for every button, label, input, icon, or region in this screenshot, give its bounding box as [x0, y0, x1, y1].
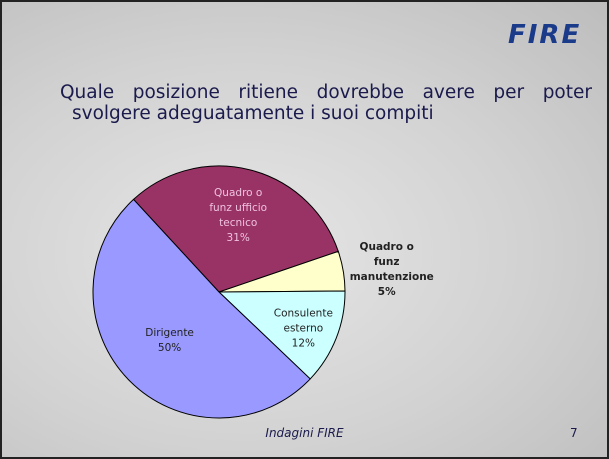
footer-text: Indagini FIRE [2, 426, 607, 440]
category-label: Dirigente [138, 326, 202, 341]
category-label: Consulente esterno [271, 307, 335, 337]
category-label: Quadro o funz ufficio tecnico [203, 186, 273, 231]
value-label: 5% [350, 285, 424, 300]
slide: FIRE Quale posizione ritiene dovrebbe av… [0, 0, 609, 459]
chart [2, 2, 607, 457]
value-label: 31% [203, 231, 273, 246]
category-label: Quadro o funz manutenzione [350, 240, 424, 285]
value-label: 50% [138, 341, 202, 356]
page-number: 7 [570, 426, 578, 440]
value-label: 12% [271, 337, 335, 352]
